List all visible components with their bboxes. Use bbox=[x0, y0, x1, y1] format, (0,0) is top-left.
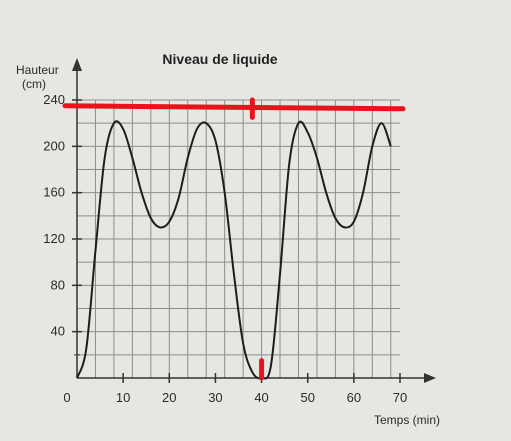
chart-series bbox=[76, 120, 392, 380]
annotation-horizontal-line bbox=[62, 103, 406, 112]
series-line bbox=[76, 120, 392, 380]
x-axis-label: Temps (min) bbox=[374, 413, 440, 427]
y-tick-label: 240 bbox=[43, 92, 65, 107]
x-tick-label: 50 bbox=[300, 390, 314, 405]
x-tick-label: 60 bbox=[347, 390, 361, 405]
x-tick-label: 40 bbox=[254, 390, 268, 405]
y-tick-label: 160 bbox=[43, 185, 65, 200]
x-axis-arrow bbox=[424, 373, 436, 383]
y-axis-label-line2: (cm) bbox=[22, 77, 46, 91]
y-axis-label-line1: Hauteur bbox=[16, 63, 59, 77]
y-tick-label: 120 bbox=[43, 231, 65, 246]
x-tick-label: 0 bbox=[63, 390, 70, 405]
y-axis-arrow bbox=[72, 58, 82, 71]
x-tick-label: 20 bbox=[162, 390, 176, 405]
y-tick-label: 200 bbox=[43, 138, 65, 153]
chart-ticks: 0 10 20 30 40 50 60 70 40 80 120 160 200 240 bbox=[43, 92, 407, 405]
y-tick-label: 80 bbox=[51, 277, 65, 292]
x-tick-label: 30 bbox=[208, 390, 222, 405]
y-tick-label: 40 bbox=[51, 324, 65, 339]
x-tick-label: 70 bbox=[393, 390, 407, 405]
x-tick-label: 10 bbox=[116, 390, 130, 405]
chart-axes bbox=[72, 58, 436, 383]
chart-title: Niveau de liquide bbox=[162, 51, 277, 67]
chart-annotations bbox=[62, 97, 406, 381]
chart-grid bbox=[77, 99, 400, 378]
